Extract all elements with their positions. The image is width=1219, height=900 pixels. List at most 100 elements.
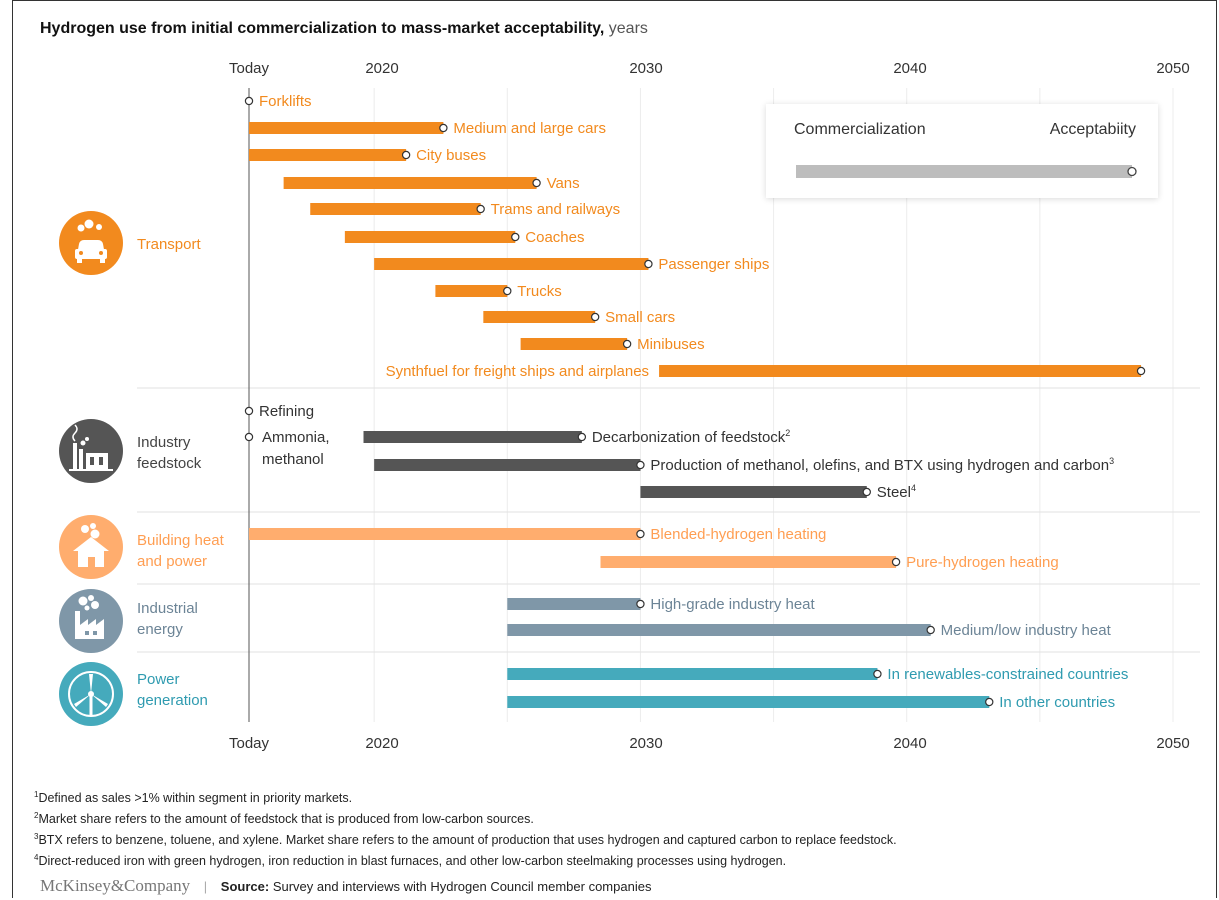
bar-label: Trucks	[517, 283, 561, 300]
bar-label: Minibuses	[637, 336, 705, 353]
end-marker	[644, 259, 653, 269]
bar-label: Ammonia,	[262, 429, 330, 446]
end-marker	[636, 529, 645, 539]
range-bar	[507, 696, 990, 708]
end-marker	[636, 460, 645, 470]
end-marker	[476, 204, 485, 214]
end-marker	[244, 432, 254, 442]
footer: McKinsey&Company | Source: Survey and in…	[40, 876, 651, 896]
bar-label: In renewables-constrained countries	[887, 666, 1128, 683]
bar-label: Passenger ships	[658, 256, 769, 273]
bar-label: Pure-hydrogen heating	[906, 554, 1059, 571]
axis-bottom-tick: 2020	[365, 735, 399, 752]
footer-separator: |	[203, 879, 208, 894]
industry-icon	[59, 589, 123, 653]
chart-title-unit: years	[608, 20, 648, 37]
footnote: 3BTX refers to benzene, toluene, and xyl…	[34, 832, 897, 848]
bar-label: City buses	[416, 147, 486, 164]
range-bar	[283, 177, 537, 189]
end-marker	[532, 178, 541, 188]
category-label-industrial-energy: Industrial energy	[137, 600, 198, 638]
bar-label: Blended-hydrogen heating	[650, 526, 826, 543]
range-bar	[507, 598, 641, 610]
category-label-industry-feedstock: Industry feedstock	[137, 434, 202, 472]
range-bar	[640, 486, 867, 498]
legend: Commercialization Acceptabiity	[766, 104, 1158, 198]
source-text: Survey and interviews with Hydrogen Coun…	[272, 879, 652, 894]
bar-label: Medium and large cars	[453, 120, 606, 137]
category-label-building-heat: Building heat and power	[137, 532, 224, 570]
range-bar	[600, 556, 897, 568]
end-marker	[590, 312, 600, 322]
bar-label: High-grade industry heat	[650, 596, 815, 613]
axis-bottom-tick: 2040	[893, 735, 927, 752]
category-label-power-generation: Power generation	[137, 671, 208, 709]
end-marker	[862, 487, 871, 497]
end-marker	[873, 669, 882, 679]
brand-logo: McKinsey&Company	[40, 876, 191, 895]
range-bar	[507, 624, 931, 636]
legend-end-marker	[1127, 166, 1137, 177]
axis-bottom-tick: 2030	[629, 735, 663, 752]
axis-top-tick: 2050	[1156, 60, 1190, 77]
axis-bottom-tick: 2050	[1156, 735, 1190, 752]
bar-label: Trams and railways	[491, 201, 620, 218]
bar-label: Forklifts	[259, 93, 312, 110]
bar-label: Synthfuel for freight ships and airplane…	[386, 363, 650, 380]
axis-top-tick: 2020	[365, 60, 399, 77]
range-bar	[249, 149, 407, 161]
range-bar	[249, 122, 444, 134]
legend-start-label: Commercialization	[794, 121, 926, 138]
axis-top-tick: 2030	[629, 60, 663, 77]
bar-label: Small cars	[605, 309, 675, 326]
footnote: 4Direct-reduced iron with green hydrogen…	[34, 853, 787, 869]
footnote: 1Defined as sales >1% within segment in …	[34, 790, 353, 806]
wind-turbine-icon	[59, 662, 123, 726]
legend-bar	[796, 165, 1132, 178]
bar-label: Coaches	[525, 229, 584, 246]
footnotes: 1Defined as sales >1% within segment in …	[34, 786, 897, 871]
range-bar	[659, 365, 1142, 377]
range-bar	[483, 311, 596, 323]
bar-label: Medium/low industry heat	[941, 622, 1112, 639]
legend-sample	[796, 165, 1137, 178]
end-marker	[636, 599, 645, 609]
end-marker	[401, 150, 411, 160]
end-marker	[511, 232, 520, 242]
end-marker	[244, 96, 254, 106]
end-marker	[622, 339, 632, 349]
bar-label: Steel4	[877, 483, 916, 501]
range-bar	[507, 668, 878, 680]
range-bar	[374, 459, 641, 471]
range-bar	[310, 203, 481, 215]
range-bar	[249, 528, 641, 540]
end-marker	[439, 123, 448, 133]
end-marker	[577, 432, 587, 442]
car-icon	[59, 211, 123, 275]
bar-label: In other countries	[999, 694, 1115, 711]
chart-title: Hydrogen use from initial commercializat…	[40, 20, 648, 38]
source-label: Source:	[220, 879, 270, 894]
end-marker	[926, 625, 935, 635]
end-marker	[891, 557, 901, 567]
bar-label: methanol	[262, 451, 324, 468]
range-bar	[374, 258, 649, 270]
bar-label: Decarbonization of feedstock2	[592, 428, 790, 446]
bar-label: Production of methanol, olefins, and BTX…	[650, 456, 1114, 474]
end-marker	[503, 286, 512, 296]
house-icon	[59, 515, 123, 579]
category-label-transport: Transport	[137, 236, 201, 253]
legend-end-label: Acceptabiity	[1049, 121, 1136, 138]
footnote: 2Market share refers to the amount of fe…	[34, 811, 534, 827]
bar-label: Vans	[547, 175, 580, 192]
chart-frame	[12, 0, 1217, 898]
range-bar	[363, 431, 582, 443]
end-marker	[244, 406, 254, 416]
range-bar	[344, 231, 516, 243]
range-bar	[435, 285, 508, 297]
end-marker	[985, 697, 994, 707]
axis-top-tick: 2040	[893, 60, 927, 77]
range-bar	[520, 338, 628, 350]
bar-label: Refining	[259, 403, 314, 420]
